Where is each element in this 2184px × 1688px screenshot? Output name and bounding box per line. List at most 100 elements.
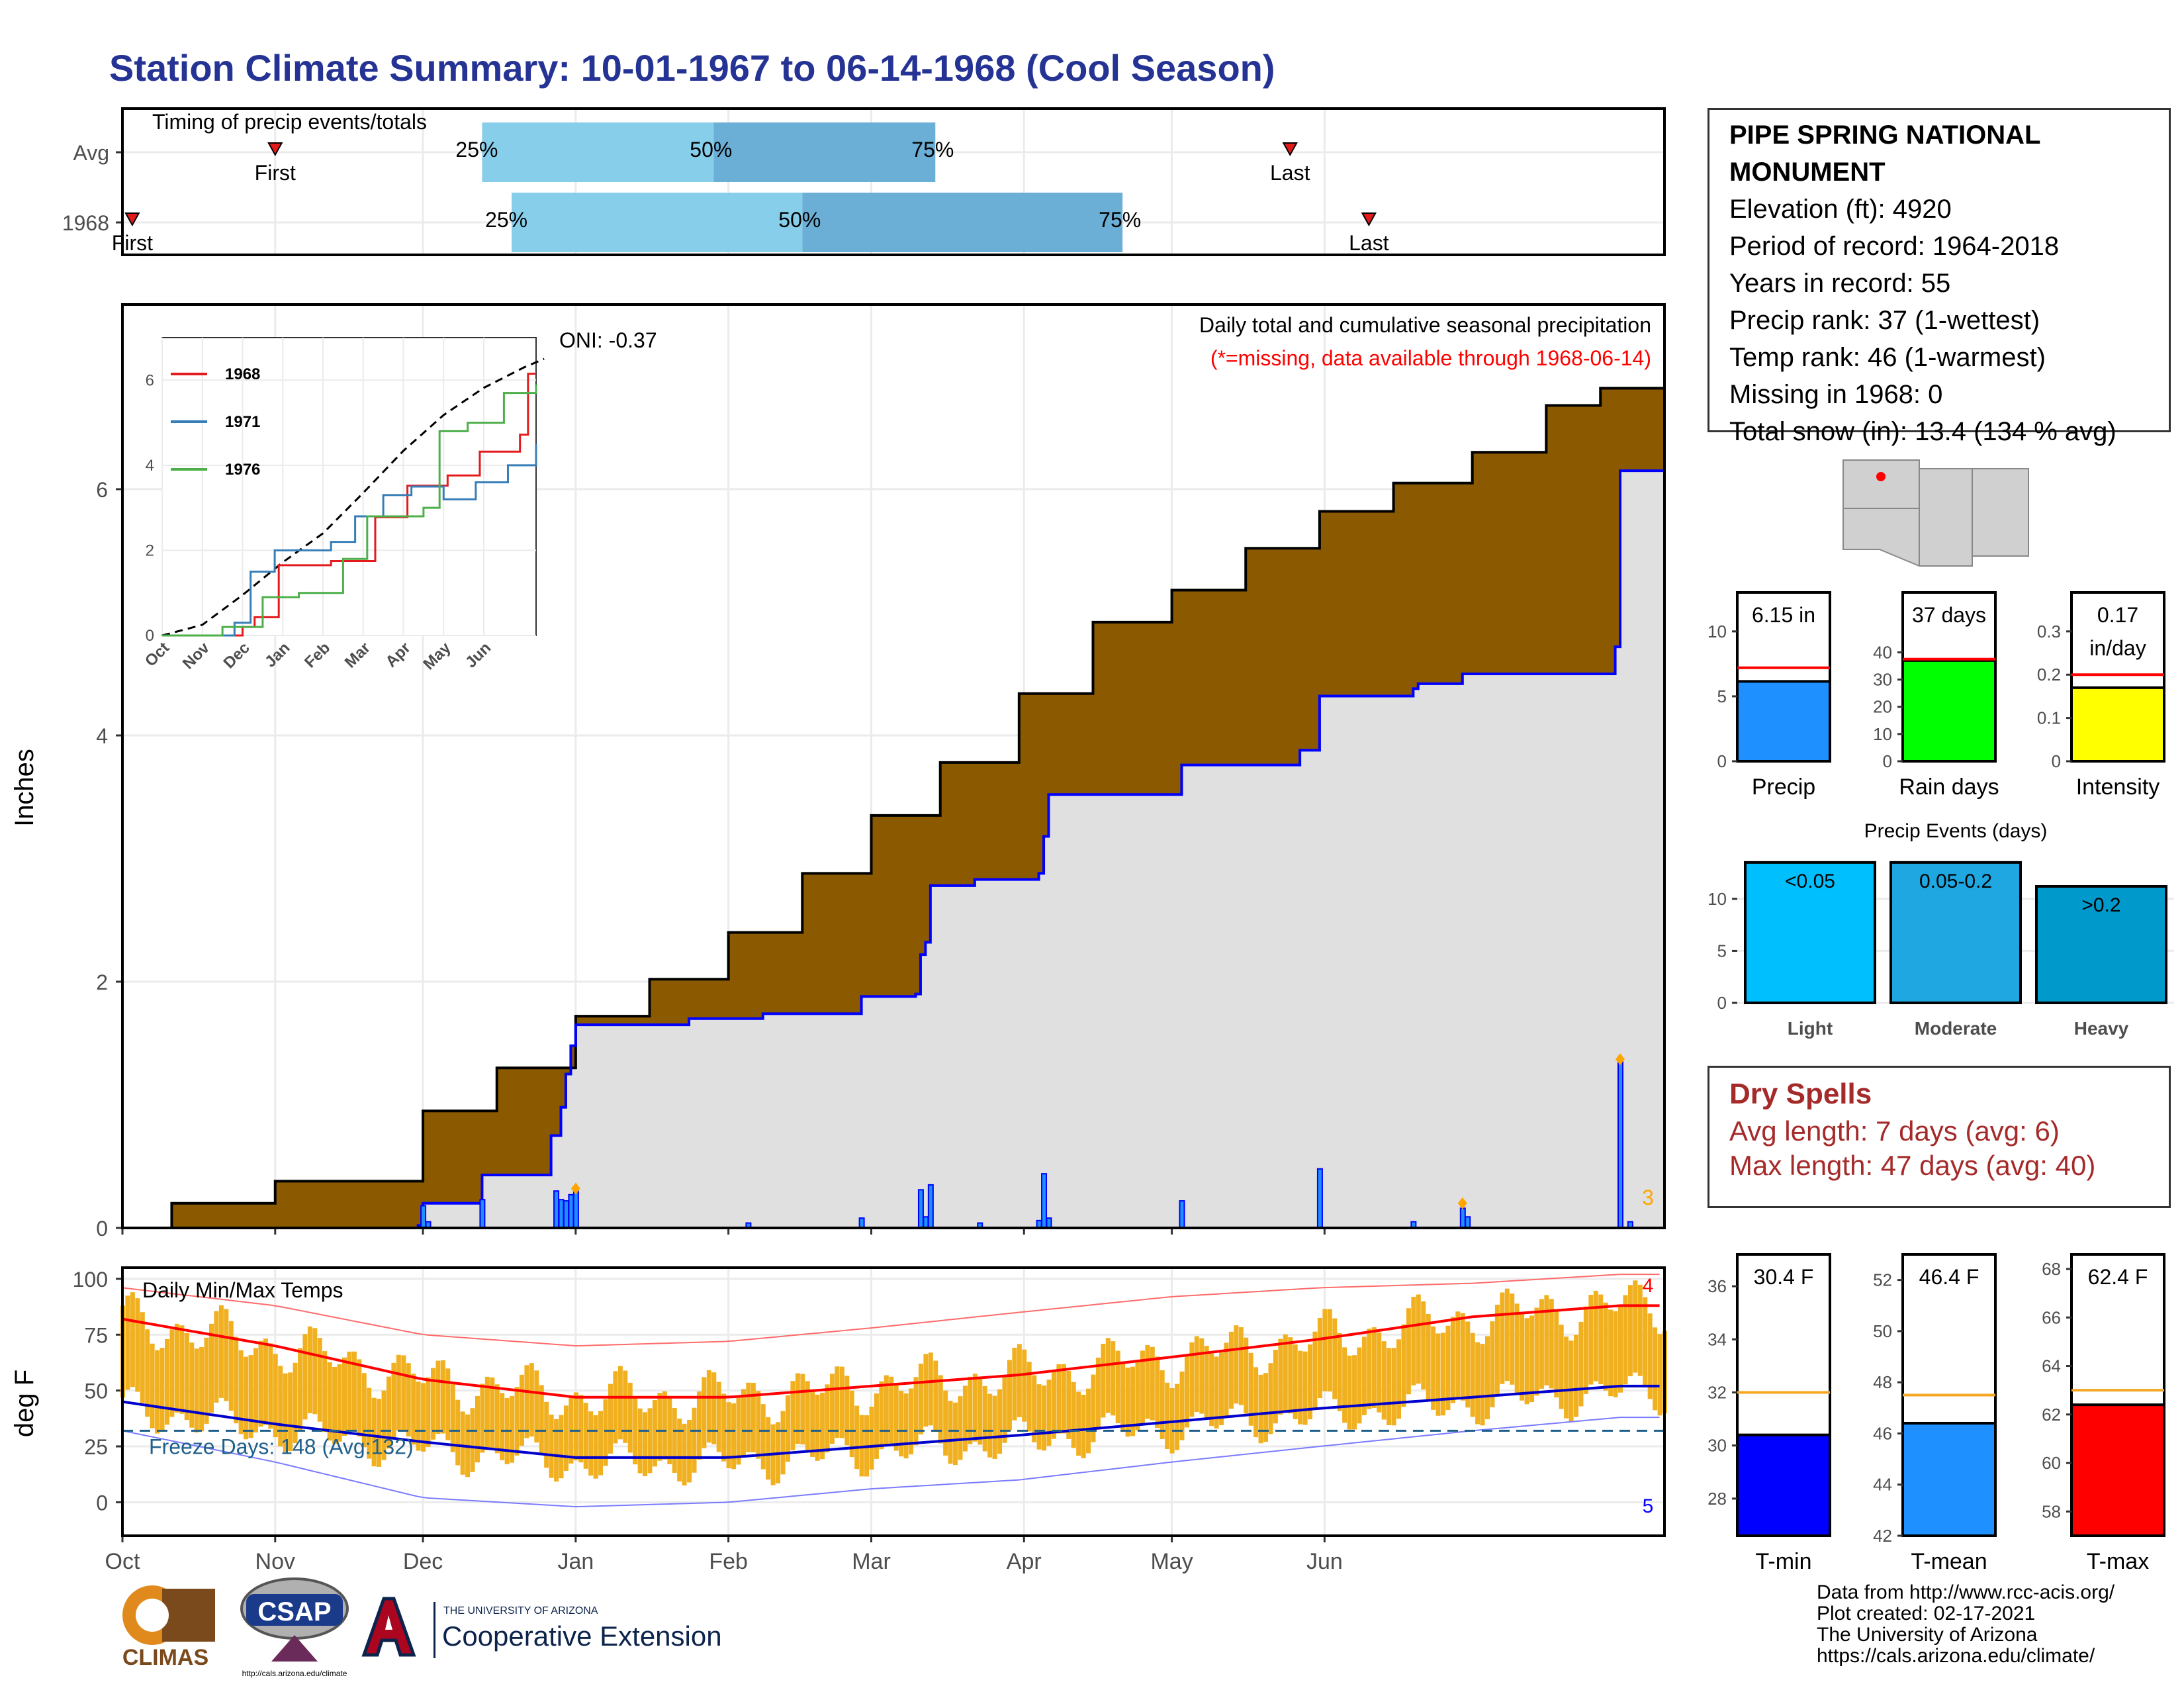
temps-daily-bar: [667, 1397, 672, 1464]
temps-daily-bar: [238, 1350, 244, 1434]
temps-daily-bar: [1209, 1353, 1214, 1427]
temps-daily-bar: [706, 1370, 711, 1443]
precip-daily-bar: [558, 1199, 565, 1229]
temps-daily-bar: [766, 1417, 771, 1480]
temps-daily-bar: [1559, 1325, 1564, 1409]
sumtemps-ytick-label: 44: [1873, 1475, 1892, 1495]
dry-spells-title: Dry Spells: [1729, 1078, 1872, 1110]
temps-daily-bar: [962, 1385, 968, 1452]
inset-legend-label: 1971: [225, 413, 260, 431]
temps-daily-bar: [1140, 1350, 1145, 1424]
sumprecip-category-label: Rain days: [1899, 774, 1999, 800]
temps-daily-bar: [263, 1338, 268, 1425]
sumprecip-ytick-label: 30: [1873, 670, 1892, 690]
temps-record-low-count: 5: [1643, 1495, 1654, 1517]
temps-daily-bar: [1618, 1305, 1623, 1393]
station-elevation: Elevation (ft): 4920: [1729, 195, 1952, 224]
temps-daily-bar: [810, 1389, 815, 1457]
temps-ytick-label: 25: [84, 1435, 108, 1459]
summary-temps-chart: 28 30 32 34 36 30.4 F T-min 42 44 46 48 50 52 46.4 F T…: [1707, 1253, 2165, 1574]
temps-daily-bar: [1125, 1367, 1130, 1437]
temps-daily-bar: [327, 1362, 332, 1441]
sumprecip-bar: [1901, 659, 1997, 763]
inset-ytick-label: 0: [146, 627, 154, 645]
timing-label-50: 50%: [778, 208, 821, 232]
temps-daily-bar: [1633, 1280, 1638, 1373]
precip-daily-bar: [568, 1194, 574, 1229]
temps-daily-bar: [1411, 1297, 1416, 1385]
temps-daily-bar: [608, 1383, 613, 1454]
temps-daily-bar: [1367, 1329, 1372, 1409]
precip-snow-marker: [1457, 1197, 1467, 1209]
temps-daily-bar: [953, 1402, 958, 1466]
temps-daily-bar: [184, 1333, 189, 1421]
temps-ylabel: deg F: [10, 1370, 39, 1437]
inset-ytick-label: 2: [146, 541, 154, 559]
temps-daily-bar: [593, 1415, 598, 1479]
precip-daily-bar: [1046, 1217, 1052, 1229]
timing-last-marker: [1282, 142, 1298, 157]
temps-daily-bar: [1322, 1309, 1328, 1391]
temps-daily-bar: [341, 1357, 347, 1436]
temps-daily-bar: [1160, 1370, 1165, 1439]
temps-daily-bar: [297, 1348, 302, 1431]
temps-daily-bar: [322, 1351, 328, 1432]
timing-first-label: First: [112, 231, 153, 255]
precip-avg-cumulative-line: [122, 375, 1666, 1229]
temps-daily-bar: [751, 1382, 756, 1452]
temps-daily-bar: [371, 1397, 377, 1467]
temps-daily-bar: [1653, 1327, 1658, 1411]
temps-daily-bar: [155, 1350, 160, 1434]
temps-daily-bar: [1253, 1367, 1259, 1438]
temps-daily-bar: [746, 1382, 751, 1452]
timing-row-label: 1968: [62, 211, 109, 235]
temps-xtick-label: Apr: [1007, 1549, 1042, 1574]
temps-daily-bar: [1608, 1309, 1614, 1397]
temps-daily-bar: [1357, 1347, 1362, 1424]
temps-xtick-label: Jun: [1306, 1549, 1343, 1574]
temps-daily-bar: [1012, 1347, 1017, 1421]
page-title: Station Climate Summary: 10-01-1967 to 0…: [109, 47, 1275, 89]
precip-daily-bar: [923, 1216, 929, 1229]
temps-daily-bar: [1480, 1344, 1485, 1426]
ua-big-text: Cooperative Extension: [442, 1620, 722, 1652]
temps-daily-bar: [1387, 1348, 1392, 1425]
sumtemps-ytick-label: 46: [1873, 1423, 1892, 1443]
temps-daily-bar: [1510, 1293, 1515, 1385]
station-precip-rank: Precip rank: 37 (1-wettest): [1729, 306, 2040, 335]
dry-spells-avg: Avg length: 7 days (avg: 6): [1729, 1115, 2060, 1147]
temps-daily-bar: [234, 1336, 239, 1424]
temps-daily-bar: [1312, 1331, 1318, 1409]
temps-daily-bar: [435, 1360, 441, 1434]
temps-daily-bar: [938, 1375, 943, 1444]
temps-daily-bar: [283, 1373, 288, 1452]
temps-daily-bar: [401, 1355, 406, 1431]
temps-daily-bar: [711, 1372, 717, 1444]
temps-daily-bar: [1371, 1327, 1377, 1409]
temps-daily-bar: [1455, 1311, 1461, 1399]
temps-daily-bar: [150, 1343, 155, 1429]
temps-daily-bar: [677, 1419, 682, 1481]
precip-ytick-label: 2: [96, 970, 108, 994]
sumtemps-ytick-label: 58: [2042, 1501, 2061, 1521]
temps-daily-bar: [549, 1414, 554, 1478]
precip-frame: [121, 303, 1666, 1229]
temps-daily-bar: [1342, 1347, 1347, 1423]
events-bar-heavy: [2035, 885, 2167, 1004]
timing-label-75: 75%: [911, 138, 954, 162]
temps-ytick-label: 100: [73, 1268, 108, 1291]
precip-observed-area: [122, 471, 1664, 1228]
temps-daily-bar: [544, 1401, 549, 1468]
temps-daily-bar: [1494, 1305, 1500, 1394]
temps-daily-bar: [1115, 1350, 1120, 1423]
temps-daily-bar: [208, 1323, 214, 1413]
temps-daily-bar: [829, 1374, 835, 1444]
sumprecip-bar: [1736, 680, 1831, 763]
temps-xtick-label: Nov: [255, 1549, 295, 1574]
temps-daily-bar: [1120, 1361, 1126, 1432]
temps-daily-bar: [854, 1405, 860, 1470]
summary-precip-chart: 0 5 10 6.15 in Precip 0 10 20 30 40 37 days Rain da…: [1707, 591, 2165, 800]
temps-daily-bar: [317, 1338, 322, 1422]
temps-daily-bar: [332, 1366, 338, 1444]
credits-university: The University of Arizona: [1817, 1624, 2038, 1646]
